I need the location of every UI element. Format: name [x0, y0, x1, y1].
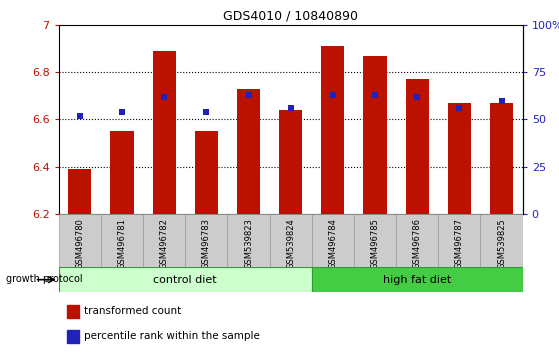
Bar	[143, 214, 185, 267]
Bar	[438, 214, 481, 267]
Bar	[67, 330, 79, 343]
Bar	[110, 131, 134, 214]
Bar	[185, 214, 228, 267]
Bar	[59, 214, 101, 267]
Bar	[448, 103, 471, 214]
Text: GSM496782: GSM496782	[160, 218, 169, 269]
Text: GSM496783: GSM496783	[202, 218, 211, 269]
Bar	[101, 214, 143, 267]
Text: control diet: control diet	[153, 275, 217, 285]
Bar	[312, 214, 354, 267]
Text: GSM539825: GSM539825	[497, 218, 506, 269]
Text: GSM496785: GSM496785	[371, 218, 380, 269]
Bar	[396, 214, 438, 267]
Text: percentile rank within the sample: percentile rank within the sample	[84, 331, 260, 341]
Text: GSM496780: GSM496780	[75, 218, 84, 269]
Bar	[153, 51, 176, 214]
Bar	[312, 267, 523, 292]
Bar	[237, 89, 260, 214]
Bar	[269, 214, 312, 267]
Bar	[279, 110, 302, 214]
Text: GSM496784: GSM496784	[328, 218, 338, 269]
Text: growth protocol: growth protocol	[6, 274, 82, 284]
Bar	[490, 103, 513, 214]
Bar	[481, 214, 523, 267]
Bar	[363, 56, 387, 214]
Bar	[195, 131, 218, 214]
Text: high fat diet: high fat diet	[383, 275, 451, 285]
Text: transformed count: transformed count	[84, 306, 181, 316]
Text: GSM496787: GSM496787	[455, 218, 464, 269]
Bar	[59, 267, 312, 292]
Bar	[321, 46, 344, 214]
Title: GDS4010 / 10840890: GDS4010 / 10840890	[223, 9, 358, 22]
Text: GSM496786: GSM496786	[413, 218, 421, 269]
Text: GSM539824: GSM539824	[286, 218, 295, 269]
Bar	[67, 305, 79, 318]
Bar	[228, 214, 269, 267]
Bar	[68, 169, 91, 214]
Text: GSM496781: GSM496781	[117, 218, 126, 269]
Text: GSM539823: GSM539823	[244, 218, 253, 269]
Bar	[406, 79, 429, 214]
Bar	[354, 214, 396, 267]
